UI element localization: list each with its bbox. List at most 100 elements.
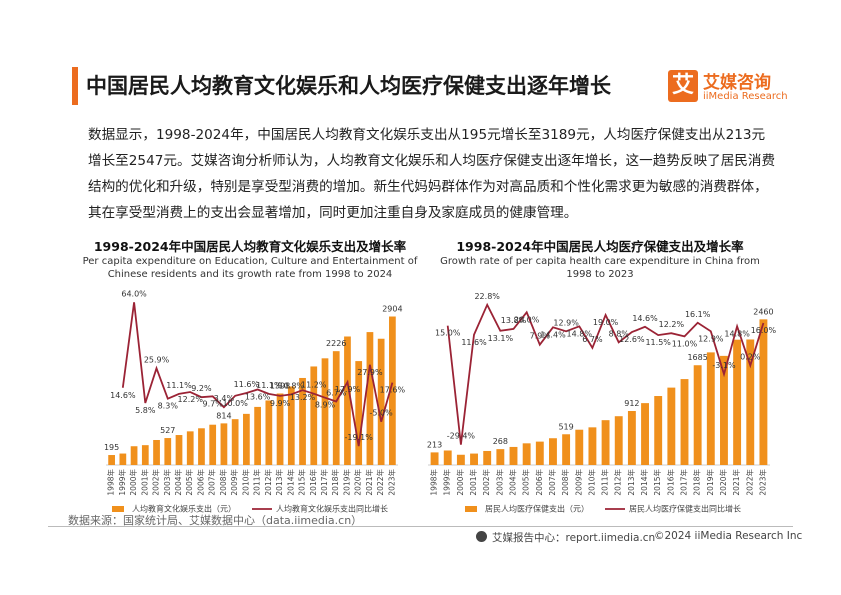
logo-name: 艾媒咨询: [703, 73, 771, 93]
x-tick-label: 2020年: [353, 469, 363, 496]
x-tick-label: 2012年: [263, 469, 273, 496]
bar: [627, 411, 636, 465]
line-value-label: 12.6%: [619, 335, 645, 344]
line-value-label: 10.8%: [279, 381, 305, 390]
x-tick-label: 2001年: [468, 469, 478, 496]
x-tick-label: 2019年: [341, 469, 351, 496]
bar: [231, 419, 239, 465]
bar-value-label: 195: [104, 443, 119, 452]
x-tick-label: 2000年: [455, 469, 465, 496]
x-tick-label: 2006年: [195, 469, 205, 496]
bar: [443, 450, 452, 465]
chart-subtitle: Per capita expenditure on Education, Cul…: [82, 256, 418, 280]
line-value-label: -3.1%: [712, 361, 736, 370]
bar: [321, 358, 329, 465]
bar: [186, 431, 194, 465]
line-value-label: 17.6%: [380, 386, 406, 395]
bar: [344, 336, 351, 465]
bar: [198, 428, 205, 465]
line-value-label: 6.7%: [582, 335, 603, 344]
page-title: 中国居民人均教育文化娱乐和人均医疗保健支出逐年增长: [86, 74, 611, 98]
bar: [276, 393, 284, 465]
bar: [310, 366, 318, 465]
line-value-label: -19.1%: [345, 433, 374, 442]
bar-value-label: 268: [493, 437, 508, 446]
legend-swatch: [465, 506, 477, 512]
bar: [746, 339, 755, 465]
x-tick-label: 2010年: [586, 469, 596, 496]
line-value-label: 5.8%: [135, 406, 156, 415]
bar: [614, 416, 623, 465]
legend-label: 人均教育文化娱乐支出同比增长: [276, 504, 388, 514]
line-value-label: 14.6%: [110, 391, 136, 400]
line-value-label: 8.9%: [315, 401, 336, 410]
x-tick-label: 2008年: [560, 469, 570, 496]
x-tick-label: 2016年: [308, 469, 318, 496]
bar: [575, 429, 584, 465]
bar: [733, 339, 742, 465]
bar: [209, 424, 217, 465]
x-tick-label: 1998年: [106, 469, 116, 496]
line-value-label: 27.9%: [357, 368, 383, 377]
summary-text: 数据显示，1998-2024年，中国居民人均教育文化娱乐支出从195元增长至31…: [88, 127, 776, 221]
x-tick-label: 2011年: [252, 469, 262, 496]
legend-label: 人均教育文化娱乐支出（元）: [132, 504, 236, 514]
x-tick-label: 2008年: [218, 469, 228, 496]
source-note: 数据来源：国家统计局、艾媒数据中心（data.iimedia.cn）: [68, 514, 363, 527]
x-tick-label: 2015年: [652, 469, 662, 496]
x-tick-label: 1999年: [442, 469, 452, 496]
line-value-label: 13.6%: [245, 393, 271, 402]
line-value-label: 3.4%: [214, 394, 235, 403]
line-value-label: 11.1%: [256, 381, 282, 390]
bar-value-label: 2226: [326, 339, 346, 348]
x-tick-label: 2001年: [139, 469, 149, 496]
bar-value-label: 2460: [753, 307, 773, 316]
bar: [430, 452, 439, 465]
line-value-label: 14.6%: [632, 314, 658, 323]
logo-mark: 艾: [668, 70, 698, 102]
bar: [641, 403, 649, 465]
bar: [141, 445, 149, 465]
legend-label: 居民人均医疗保健支出同比增长: [629, 504, 741, 514]
line-value-label: 11.2%: [301, 381, 327, 390]
line-value-label: 15.0%: [435, 329, 461, 338]
line-value-label: 19.0%: [593, 318, 619, 327]
bar: [254, 406, 261, 465]
line-value-label: 16.0%: [751, 326, 777, 335]
bar: [456, 454, 465, 465]
line-value-label: 14.8%: [724, 329, 750, 338]
x-tick-label: 2012年: [613, 469, 623, 496]
bar: [332, 351, 340, 465]
bar: [509, 446, 518, 465]
bar: [108, 455, 115, 465]
bar: [535, 441, 544, 465]
line-value-label: 14.8%: [567, 329, 593, 338]
x-tick-label: 2021年: [364, 469, 374, 496]
x-tick-label: 2007年: [207, 469, 217, 496]
line-value-label: 0.2%: [740, 352, 761, 361]
line-value-label: 9.7%: [203, 399, 224, 408]
line-value-label: 12.9%: [553, 318, 579, 327]
bar: [680, 379, 689, 465]
x-tick-label: 2013年: [274, 469, 284, 496]
bar: [667, 387, 676, 465]
x-tick-label: 2005年: [184, 469, 194, 496]
bar: [720, 355, 728, 465]
bar-value-label: 527: [160, 426, 175, 435]
bar: [601, 420, 610, 465]
bar-value-label: 213: [427, 440, 442, 449]
line-value-label: 12.9%: [698, 334, 724, 343]
bar: [377, 338, 385, 465]
line-value-label: 12.2%: [659, 320, 685, 329]
copyright: ©2024 iiMedia Research Inc: [654, 530, 803, 542]
x-tick-label: 2014年: [639, 469, 649, 496]
line-value-label: 12.2%: [178, 395, 204, 404]
x-tick-label: 2000年: [128, 469, 138, 496]
line-value-label: 6.7%: [326, 388, 347, 397]
line-value-label: 8.8%: [609, 329, 630, 338]
bar: [220, 423, 228, 465]
x-tick-label: 2017年: [319, 469, 329, 496]
x-tick-label: 2023年: [757, 469, 767, 496]
x-tick-label: 1998年: [429, 469, 439, 496]
